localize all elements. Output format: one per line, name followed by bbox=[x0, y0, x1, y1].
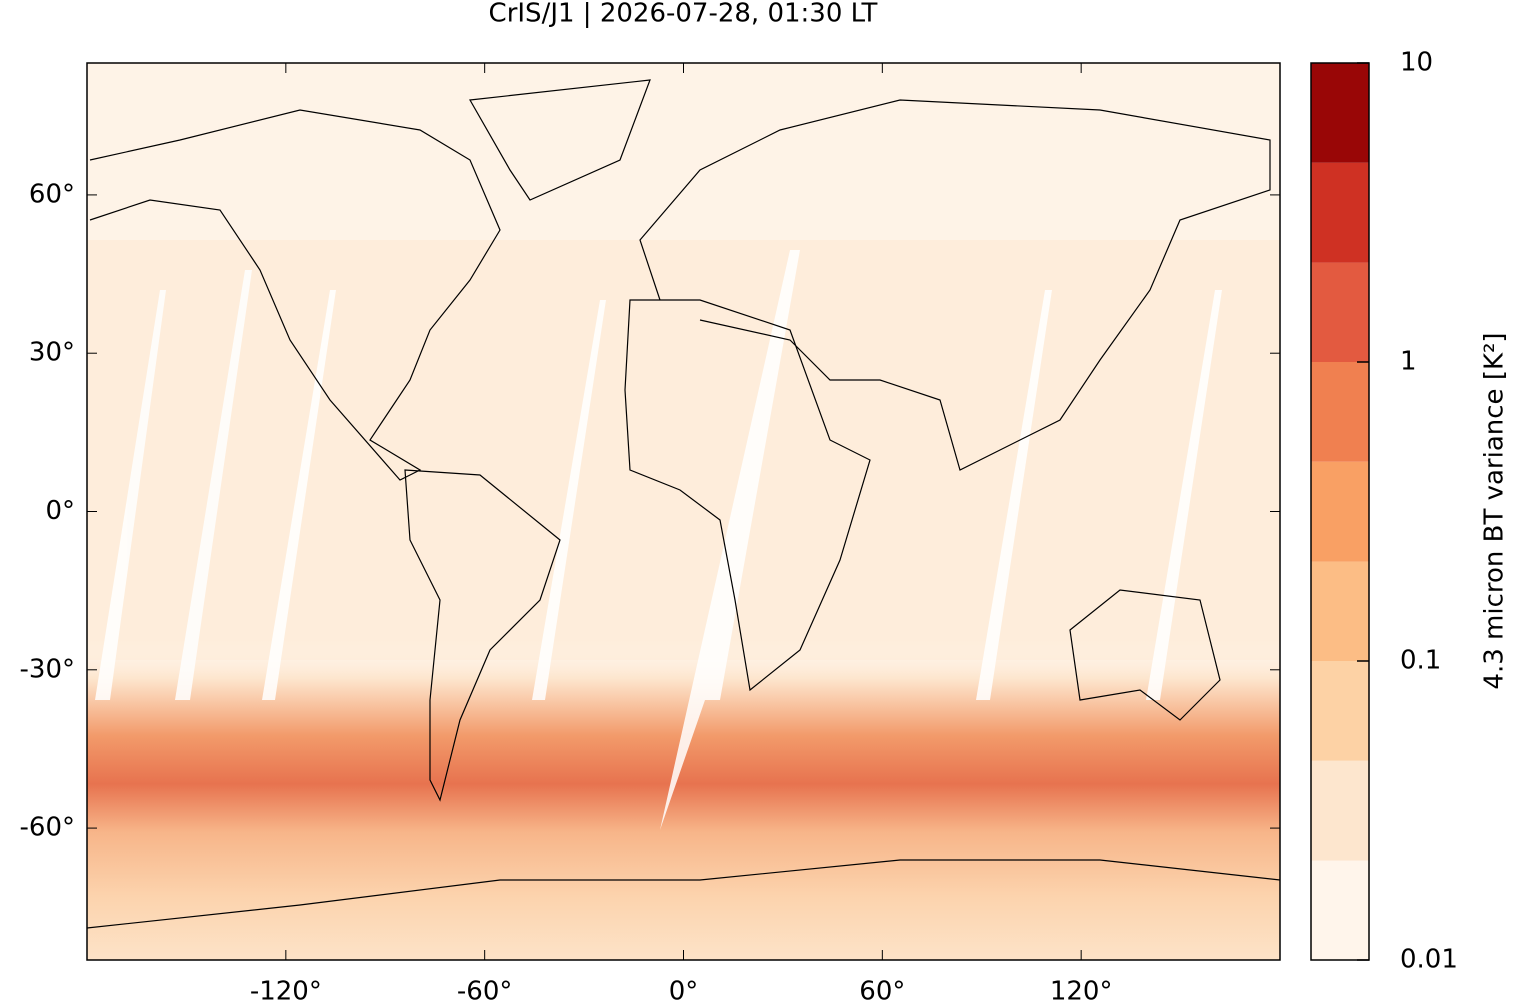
colorbar-tick-label: 1 bbox=[1400, 347, 1417, 377]
colorbar-frame bbox=[1310, 62, 1370, 961]
chart-title: CrIS/J1 | 2026-07-28, 01:30 LT bbox=[489, 0, 878, 29]
colorbar-tick-label: 0.1 bbox=[1400, 646, 1441, 676]
colorbar-segment bbox=[1311, 561, 1369, 661]
colorbar-segment bbox=[1311, 760, 1369, 861]
colorbar-segment bbox=[1311, 362, 1369, 462]
x-tick-label: -60° bbox=[457, 977, 512, 1002]
colorbar-segment bbox=[1311, 860, 1369, 960]
y-tick-label: 0° bbox=[45, 496, 75, 526]
x-tick-label: 0° bbox=[669, 977, 699, 1002]
colorbar-tick-label: 0.01 bbox=[1400, 945, 1458, 975]
colorbar-segment bbox=[1311, 63, 1369, 163]
colorbar-segment bbox=[1311, 661, 1369, 761]
coastlines bbox=[86, 79, 1281, 929]
colorbar-label: 4.3 micron BT variance [K²] bbox=[1480, 332, 1510, 689]
map-field bbox=[87, 63, 1280, 960]
x-tick-label: 60° bbox=[859, 977, 905, 1002]
x-tick-label: -120° bbox=[250, 977, 322, 1002]
y-tick-label: -30° bbox=[20, 654, 75, 684]
colorbar-tick-label: 10 bbox=[1400, 48, 1433, 78]
y-tick-label: -60° bbox=[20, 813, 75, 843]
colorbar-segment bbox=[1311, 262, 1369, 362]
x-tick-label: 120° bbox=[1050, 977, 1113, 1002]
y-tick-label: 30° bbox=[29, 338, 75, 368]
colorbar-segment bbox=[1311, 461, 1369, 562]
colorbar-segment bbox=[1311, 162, 1369, 263]
y-tick-label: 60° bbox=[29, 179, 75, 209]
